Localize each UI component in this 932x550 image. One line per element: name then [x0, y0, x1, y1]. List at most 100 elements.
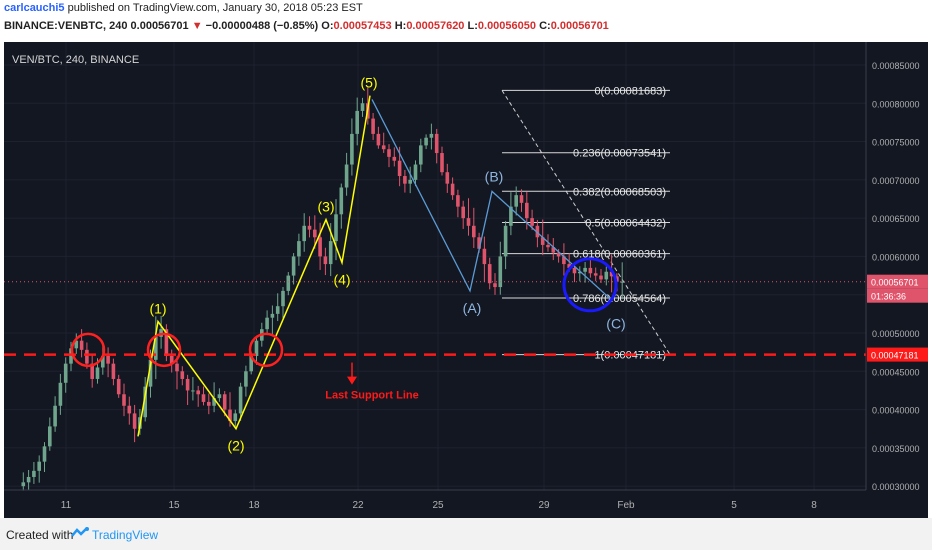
candle-body: [185, 378, 190, 391]
candle-body: [196, 390, 200, 395]
x-tick-label: Feb: [617, 500, 635, 511]
y-tick-label: 0.00035000: [872, 444, 920, 454]
breakout-circle: [146, 332, 182, 368]
candle-body: [604, 271, 609, 280]
candle-body: [21, 482, 26, 487]
candle-body: [461, 206, 465, 219]
candle-body: [578, 271, 582, 274]
candle-body: [127, 405, 132, 414]
candle-body: [588, 267, 593, 274]
close-value: 0.00056701: [550, 20, 609, 32]
candle-body: [424, 137, 428, 146]
candle-body: [148, 359, 153, 387]
candle-body: [85, 349, 89, 364]
author-link[interactable]: carlcauchi5: [4, 2, 65, 14]
candle-body: [350, 133, 354, 165]
candle-body: [572, 267, 577, 274]
down-arrow-icon: ▼: [191, 20, 203, 32]
last-price: 0.00056701: [130, 20, 189, 32]
candle-body: [482, 248, 487, 265]
candle-body: [328, 241, 333, 265]
close-label: C:: [539, 20, 551, 32]
candle-body: [397, 160, 402, 177]
candle-body: [270, 313, 275, 318]
correction-label: (C): [606, 316, 625, 332]
countdown-tag-bg: [867, 288, 928, 303]
publish-info: carlcauchi5 published on TradingView.com…: [4, 2, 363, 14]
candle-body: [334, 214, 338, 242]
candle-body: [42, 446, 47, 462]
candle-body: [376, 133, 381, 146]
support-price-tag: 0.00047181: [871, 351, 919, 361]
candle-body: [551, 247, 556, 253]
candle-body: [323, 256, 328, 265]
candle-body: [32, 470, 36, 477]
candle-body: [238, 386, 243, 414]
y-tick-label: 0.00085000: [872, 61, 920, 71]
candle-body: [313, 229, 317, 238]
correction-label: (B): [485, 168, 504, 184]
candle-body: [207, 401, 211, 406]
candle-body: [419, 145, 423, 165]
support-label: Last Support Line: [325, 390, 419, 402]
candle-body: [233, 413, 238, 422]
correction-label: (A): [463, 300, 482, 316]
y-tick-label: 0.00050000: [872, 329, 920, 339]
candle-body: [79, 340, 84, 350]
candle-body: [472, 225, 476, 238]
tradingview-logo-icon: [70, 526, 90, 545]
annotations: Last Support Line (1) (2) (3) (4) (5) (A) (B) (C…: [4, 75, 866, 454]
candle-body: [355, 110, 359, 134]
candle-body: [201, 394, 206, 402]
fib-level-label: 0.5(0.00064432): [585, 217, 666, 229]
candle-body: [254, 340, 259, 356]
candle-body: [360, 103, 365, 111]
candle-body: [74, 340, 79, 349]
candle-body: [381, 145, 386, 150]
candle-body: [477, 237, 481, 249]
candle-body: [540, 237, 545, 245]
fib-level-label: 0(0.00081683): [594, 85, 666, 97]
candle-body: [599, 275, 603, 280]
tradingview-link[interactable]: TradingView: [92, 528, 159, 542]
candle-body: [212, 398, 216, 406]
candle-body: [111, 363, 116, 379]
x-tick-label: 15: [168, 500, 180, 511]
fib-level-label: 0.382(0.00068503): [573, 186, 666, 198]
y-tick-label: 0.00065000: [872, 214, 920, 224]
candle-body: [493, 283, 497, 288]
symbol-label: BINANCE:VENBTC, 240: [4, 20, 128, 32]
fib-level-label: 0.786(0.00054564): [573, 293, 666, 305]
candle-body: [291, 256, 296, 276]
candle-body: [191, 390, 195, 392]
candle-body: [132, 413, 137, 429]
candle-body: [530, 218, 534, 226]
wave-label: (4): [333, 272, 350, 288]
fibonacci-retracement: 0(0.00081683) 0.236(0.00073541) 0.382(0.00…: [501, 85, 671, 362]
ohlc-bar: BINANCE:VENBTC, 240 0.00056701 ▼ −0.0000…: [4, 20, 609, 32]
candle-body: [593, 273, 598, 276]
candle-body: [37, 461, 41, 471]
candle-body: [90, 363, 94, 379]
candle-body: [408, 179, 412, 184]
candle-body: [169, 355, 174, 364]
candle-body: [26, 476, 31, 483]
candle-body: [175, 363, 179, 372]
candle-body: [228, 409, 232, 422]
price-chart[interactable]: 0(0.00081683) 0.236(0.00073541) 0.382(0.00…: [4, 42, 928, 518]
wave-label: (2): [227, 438, 244, 454]
wave-label: (1): [149, 301, 166, 317]
high-value: 0.00057620: [406, 20, 465, 32]
chart-panel[interactable]: 0(0.00081683) 0.236(0.00073541) 0.382(0.00…: [4, 42, 928, 518]
candle-body: [535, 225, 540, 238]
candle-body: [180, 371, 185, 379]
y-tick-label: 0.00075000: [872, 138, 920, 148]
candle-body: [265, 317, 269, 330]
candle-body: [387, 149, 391, 157]
candle-body: [450, 183, 455, 196]
candle-body: [567, 264, 571, 268]
candle-body: [302, 225, 306, 242]
candle-body: [297, 241, 301, 257]
high-label: H:: [394, 20, 407, 32]
candle-body: [456, 195, 460, 207]
